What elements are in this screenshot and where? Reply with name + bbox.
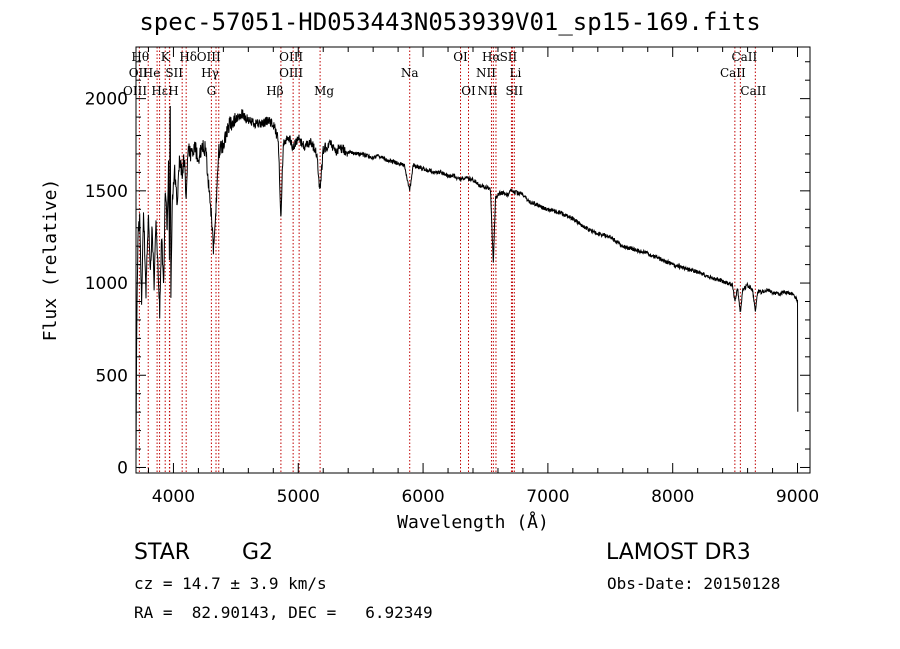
redshift-cz: cz = 14.7 ± 3.9 km/s [134, 574, 327, 593]
line-marker-label-22: Hβ [266, 84, 283, 98]
observation-date: Obs-Date: 20150128 [607, 574, 781, 593]
line-marker-label-2: Hδ [179, 50, 197, 64]
y-tick-label-3: 1500 [85, 182, 128, 202]
line-marker-label-4: OIII [279, 50, 303, 64]
line-marker-label-16: Li [510, 66, 522, 80]
x-tick-label-2: 6000 [401, 487, 444, 507]
line-marker-label-9: OII [129, 66, 149, 80]
x-axis-label: Wavelength (Å) [397, 511, 549, 533]
line-marker-label-25: NII [477, 84, 497, 98]
line-marker-label-27: CaII [740, 84, 766, 98]
line-marker-label-10: He [143, 66, 161, 80]
line-marker-label-21: G [207, 84, 217, 98]
x-tick-label-4: 8000 [651, 487, 694, 507]
y-tick-label-4: 2000 [85, 90, 128, 110]
object-subclass: G2 [242, 540, 274, 565]
y-tick-label-0: 0 [117, 458, 128, 478]
spectrum-line [135, 105, 799, 465]
x-tick-label-5: 9000 [776, 487, 819, 507]
line-marker-label-13: OIII [279, 66, 303, 80]
line-marker-label-7: SII [500, 50, 518, 64]
survey-name: LAMOST DR3 [606, 540, 751, 565]
ra-dec: RA = 82.90143, DEC = 6.92349 [134, 603, 433, 622]
line-marker-label-5: OI [453, 50, 468, 64]
y-tick-label-2: 1000 [85, 274, 128, 294]
line-marker-label-14: Na [401, 66, 419, 80]
axis-tick-labels: 4000 5000 6000 7000 8000 9000 0 500 1000 1500 2000 [85, 90, 819, 507]
line-marker-label-19: Hε [151, 84, 168, 98]
axis-ticks [136, 47, 810, 473]
x-tick-label-1: 5000 [277, 487, 320, 507]
x-tick-label-0: 4000 [152, 487, 195, 507]
y-axis-label: Flux (relative) [40, 179, 61, 342]
line-marker-label-12: Hγ [201, 66, 219, 80]
line-marker-label-6: Hα [482, 50, 501, 64]
line-marker-label-24: OI [461, 84, 476, 98]
plot-frame [135, 46, 811, 474]
line-marker-label-8: CaII [731, 50, 757, 64]
line-marker-label-15: NII [476, 66, 496, 80]
line-marker-label-26: SII [505, 84, 523, 98]
line-marker-label-1: K [161, 50, 171, 64]
line-marker-label-18: OIII [123, 84, 147, 98]
line-marker-label-3: OIII [197, 50, 221, 64]
x-tick-label-3: 7000 [526, 487, 569, 507]
line-marker-label-17: CaII [720, 66, 746, 80]
y-tick-label-1: 500 [96, 366, 128, 386]
line-marker-label-20: H [168, 84, 178, 98]
line-marker-label-11: SII [165, 66, 183, 80]
chart-title: spec-57051-HD053443N053939V01_sp15-169.f… [139, 8, 761, 36]
object-class: STAR [134, 540, 191, 565]
line-marker-label-23: Mg [314, 84, 334, 98]
line-markers [138, 47, 756, 473]
